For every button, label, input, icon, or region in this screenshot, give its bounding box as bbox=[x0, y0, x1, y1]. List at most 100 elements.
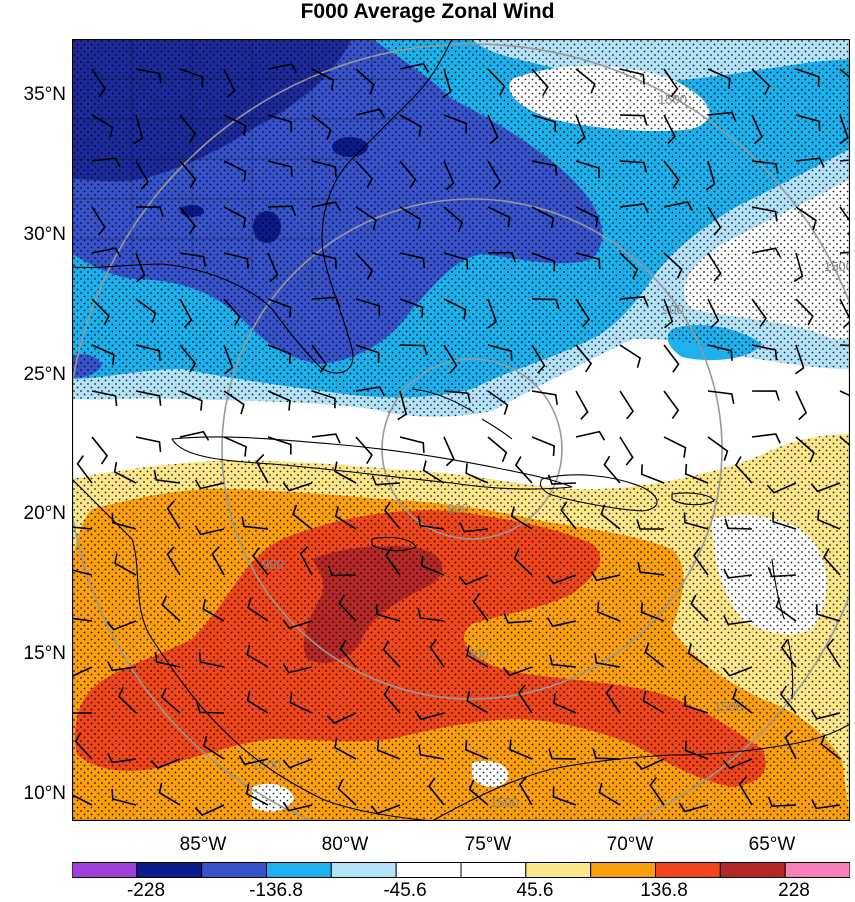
wind-barb bbox=[211, 546, 225, 576]
us-east-coastline bbox=[72, 39, 453, 374]
wind-barb bbox=[91, 68, 107, 98]
wind-barb bbox=[267, 436, 292, 455]
wind-barb bbox=[810, 482, 841, 493]
wind-barb bbox=[179, 114, 197, 143]
map-frame bbox=[72, 39, 850, 821]
wind-barb bbox=[72, 617, 93, 622]
hispaniola-outline bbox=[539, 474, 658, 512]
wind-barb bbox=[793, 252, 804, 283]
wind-barb bbox=[707, 344, 733, 361]
wind-barb bbox=[472, 593, 489, 622]
wind-barb bbox=[687, 643, 709, 668]
wind-barb bbox=[723, 615, 753, 626]
wind-barb bbox=[465, 463, 489, 484]
wind-barb bbox=[135, 252, 146, 283]
wind-barb bbox=[441, 68, 452, 99]
colorbar-box-10 bbox=[655, 862, 721, 878]
wind-barb bbox=[179, 298, 193, 328]
wind-barb bbox=[111, 788, 137, 806]
wind-barb bbox=[531, 344, 546, 374]
wind-barb bbox=[663, 252, 683, 279]
wind-barb bbox=[299, 546, 313, 576]
wind-barb bbox=[795, 298, 814, 326]
county-borders bbox=[72, 39, 452, 289]
wind-barb bbox=[282, 619, 313, 630]
wind-barb bbox=[223, 436, 247, 457]
wind-barb bbox=[815, 604, 841, 622]
wind-barb bbox=[223, 206, 247, 229]
wind-barb bbox=[399, 436, 425, 453]
wind-barb bbox=[382, 640, 401, 668]
wind-barb bbox=[91, 157, 121, 168]
wind-barb bbox=[245, 783, 269, 806]
wind-barb bbox=[839, 390, 850, 397]
wind-barb bbox=[751, 206, 778, 222]
lat-label-25n: 25°N bbox=[23, 364, 66, 385]
wind-barb bbox=[223, 160, 247, 182]
wind-barb bbox=[663, 68, 679, 98]
wind-barb bbox=[509, 739, 533, 760]
wind-barb bbox=[76, 455, 93, 484]
ring-label-1: 1500 bbox=[658, 92, 687, 107]
wind-barb bbox=[724, 518, 753, 530]
wind-barb bbox=[459, 522, 489, 533]
wind-barb bbox=[91, 206, 106, 236]
wind-barb bbox=[503, 613, 533, 624]
wind-barb bbox=[751, 298, 767, 327]
colorbar-box-12 bbox=[784, 862, 850, 878]
wind-barb bbox=[399, 114, 422, 137]
wind-barb bbox=[751, 114, 763, 145]
wind-barb bbox=[766, 482, 797, 494]
wind-barb bbox=[161, 687, 181, 714]
wind-barb bbox=[531, 298, 560, 310]
wind-barb bbox=[91, 247, 122, 258]
wind-barb bbox=[334, 737, 357, 760]
wind-barb bbox=[376, 740, 401, 760]
wind-barb bbox=[772, 511, 797, 530]
colorbar-box-9 bbox=[590, 862, 656, 878]
wind-barb bbox=[605, 684, 621, 714]
wind-barb bbox=[334, 461, 357, 484]
wind-barb bbox=[414, 710, 445, 721]
wind-barb bbox=[810, 709, 841, 720]
colorbar-box-3 bbox=[201, 862, 267, 878]
south-america-outline bbox=[431, 723, 850, 821]
wind-barb bbox=[732, 688, 753, 714]
wind-barb bbox=[795, 157, 825, 168]
wind-barb bbox=[596, 601, 621, 622]
wind-barb bbox=[468, 779, 489, 806]
wind-barb bbox=[575, 390, 589, 420]
wind-barb bbox=[839, 114, 849, 145]
colorbar-box-7 bbox=[460, 862, 527, 878]
wind-barb bbox=[267, 114, 293, 132]
wind-barb bbox=[649, 776, 665, 806]
bahamas-outline bbox=[411, 388, 513, 440]
wind-barb bbox=[72, 569, 93, 576]
wind-barb bbox=[751, 160, 779, 174]
wind-barb bbox=[355, 108, 386, 119]
wind-barb bbox=[751, 390, 780, 401]
colorbar-box-2 bbox=[136, 862, 203, 878]
lon-label-85w: 85°W bbox=[179, 834, 227, 855]
wind-barb bbox=[311, 68, 335, 91]
wind-barb bbox=[707, 390, 735, 405]
wind-barb bbox=[282, 663, 313, 674]
wind-barb bbox=[202, 735, 225, 760]
wind-barb bbox=[817, 509, 841, 530]
wind-barb bbox=[487, 160, 502, 190]
lesser-antilles-outline bbox=[771, 558, 794, 700]
wind-barb bbox=[429, 638, 445, 668]
wind-barb bbox=[594, 652, 621, 668]
wind-barb bbox=[636, 519, 665, 530]
wind-barb bbox=[678, 802, 709, 813]
wind-barb bbox=[355, 160, 374, 188]
wind-barb bbox=[549, 654, 577, 668]
wind-barb bbox=[603, 455, 621, 484]
wind-barb bbox=[466, 691, 489, 714]
wind-barb bbox=[767, 567, 797, 578]
wind-barb bbox=[194, 479, 225, 490]
wind-barb bbox=[91, 344, 115, 365]
wind-barb bbox=[487, 344, 513, 362]
wind-barb bbox=[153, 469, 181, 484]
wind-barb bbox=[282, 758, 313, 769]
